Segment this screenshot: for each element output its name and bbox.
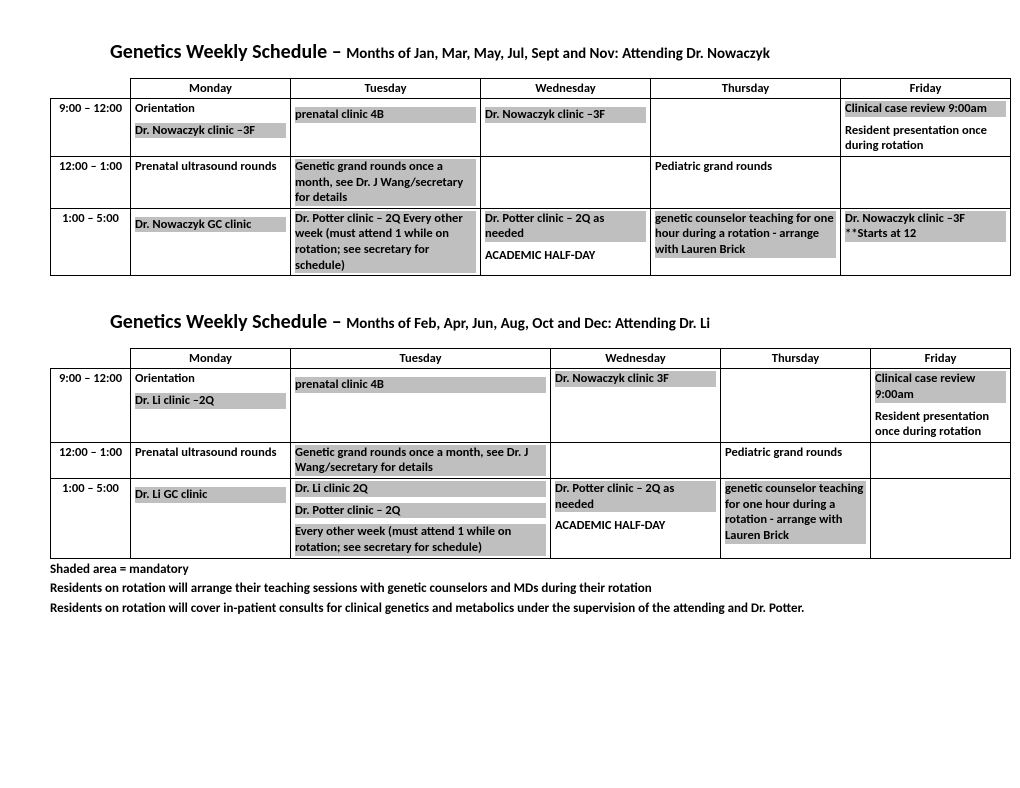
schedule-cell: Genetic grand rounds once a month, see D… bbox=[291, 442, 551, 478]
schedule-cell: Dr. Li clinic 2Q Dr. Potter clinic – 2Q Ev… bbox=[291, 479, 551, 559]
schedule-cell: Dr. Nowaczyk clinic –3F **Starts at 12 bbox=[841, 208, 1011, 276]
schedule-entry: Dr. Potter clinic – 2Q as needed bbox=[555, 481, 716, 512]
schedule2-title: Genetics Weekly Schedule – Months of Feb… bbox=[110, 310, 970, 334]
schedule-cell: prenatal clinic 4B bbox=[291, 369, 551, 443]
schedule-cell bbox=[481, 156, 651, 208]
schedule-entry: Prenatal ultrasound rounds bbox=[135, 159, 286, 175]
time-slot: 1:00 – 5:00 bbox=[51, 208, 131, 276]
schedule-entry: Genetic grand rounds once a month, see D… bbox=[295, 445, 546, 476]
schedule-entry: Dr. Nowaczyk clinic –3F bbox=[135, 123, 286, 139]
schedule-entry: Pediatric grand rounds bbox=[655, 159, 836, 175]
schedule-entry: ACADEMIC HALF-DAY bbox=[485, 248, 646, 264]
schedule-cell: Dr. Potter clinic – 2Q as needed ACADEMIC… bbox=[481, 208, 651, 276]
schedule-entry: Orientation bbox=[135, 101, 286, 117]
schedule-entry: Genetic grand rounds once a month, see D… bbox=[295, 159, 476, 206]
schedule-cell: prenatal clinic 4B bbox=[291, 99, 481, 157]
column-header: Tuesday bbox=[291, 79, 481, 99]
column-header: Thursday bbox=[651, 79, 841, 99]
schedule-cell: Dr. Potter clinic – 2Q as needed ACADEMIC… bbox=[551, 479, 721, 559]
time-slot: 12:00 – 1:00 bbox=[51, 442, 131, 478]
schedule-entry: Clinical case review 9:00am bbox=[875, 371, 1006, 402]
schedule-entry: Every other week (must attend 1 while on… bbox=[295, 524, 546, 555]
schedule-cell: Dr. Potter clinic – 2Q Every other week … bbox=[291, 208, 481, 276]
schedule-entry: Dr. Potter clinic – 2Q Every other week … bbox=[295, 211, 476, 274]
schedule-cell bbox=[651, 99, 841, 157]
schedule-entry: genetic counselor teaching for one hour … bbox=[655, 211, 836, 258]
schedule-entry: Dr. Potter clinic – 2Q as needed bbox=[485, 211, 646, 242]
schedule-cell bbox=[871, 442, 1011, 478]
column-header: Thursday bbox=[721, 349, 871, 369]
schedule1-table: MondayTuesdayWednesdayThursdayFriday 9:00… bbox=[50, 78, 1011, 276]
schedule-entry: Orientation bbox=[135, 371, 286, 387]
schedule-cell: Dr. Nowaczyk GC clinic bbox=[131, 208, 291, 276]
schedule-entry: Dr. Li clinic –2Q bbox=[135, 393, 286, 409]
time-slot: 9:00 – 12:00 bbox=[51, 99, 131, 157]
schedule-cell: Pediatric grand rounds bbox=[651, 156, 841, 208]
footnotes: Shaded area = mandatoryResidents on rota… bbox=[50, 561, 970, 618]
schedule-entry: Dr. Li GC clinic bbox=[135, 487, 286, 503]
schedule-cell: Orientation Dr. Li clinic –2Q bbox=[131, 369, 291, 443]
schedule-entry: ACADEMIC HALF-DAY bbox=[555, 518, 716, 534]
schedule-entry: Resident presentation once during rotati… bbox=[845, 123, 1006, 154]
schedule1-title-main: Genetics Weekly Schedule – bbox=[110, 40, 346, 64]
schedule2-table: MondayTuesdayWednesdayThursdayFriday 9:00… bbox=[50, 348, 1011, 558]
schedule-entry: prenatal clinic 4B bbox=[295, 107, 476, 123]
schedule-entry: Dr. Nowaczyk clinic –3F bbox=[485, 107, 646, 123]
column-header: Friday bbox=[841, 79, 1011, 99]
column-header: Wednesday bbox=[481, 79, 651, 99]
time-slot: 12:00 – 1:00 bbox=[51, 156, 131, 208]
schedule-cell: Clinical case review 9:00am Resident pres… bbox=[841, 99, 1011, 157]
schedule-cell: Pediatric grand rounds bbox=[721, 442, 871, 478]
column-header: Friday bbox=[871, 349, 1011, 369]
schedule-cell bbox=[721, 369, 871, 443]
schedule2-title-main: Genetics Weekly Schedule – bbox=[110, 310, 346, 334]
schedule-entry: Prenatal ultrasound rounds bbox=[135, 445, 286, 461]
column-header: Monday bbox=[131, 349, 291, 369]
schedule-entry: Dr. Nowaczyk clinic 3F bbox=[555, 371, 716, 387]
schedule-cell: Dr. Li GC clinic bbox=[131, 479, 291, 559]
schedule-entry: Dr. Potter clinic – 2Q bbox=[295, 503, 546, 519]
schedule2-title-sub: Months of Feb, Apr, Jun, Aug, Oct and De… bbox=[346, 315, 710, 333]
footnote-line: Residents on rotation will cover in-pati… bbox=[50, 600, 970, 618]
schedule-entry: Clinical case review 9:00am bbox=[845, 101, 1006, 117]
column-header bbox=[51, 79, 131, 99]
schedule-cell: Prenatal ultrasound rounds bbox=[131, 442, 291, 478]
schedule-cell: Dr. Nowaczyk clinic 3F bbox=[551, 369, 721, 443]
schedule-entry: Pediatric grand rounds bbox=[725, 445, 866, 461]
schedule-cell: Orientation Dr. Nowaczyk clinic –3F bbox=[131, 99, 291, 157]
schedule-cell: genetic counselor teaching for one hour … bbox=[651, 208, 841, 276]
schedule-cell bbox=[551, 442, 721, 478]
schedule1-title-sub: Months of Jan, Mar, May, Jul, Sept and N… bbox=[346, 45, 770, 63]
time-slot: 1:00 – 5:00 bbox=[51, 479, 131, 559]
column-header: Monday bbox=[131, 79, 291, 99]
schedule-entry: Dr. Li clinic 2Q bbox=[295, 481, 546, 497]
schedule-cell bbox=[841, 156, 1011, 208]
column-header: Wednesday bbox=[551, 349, 721, 369]
schedule-entry: Dr. Nowaczyk GC clinic bbox=[135, 217, 286, 233]
schedule-entry: prenatal clinic 4B bbox=[295, 377, 546, 393]
schedule-cell: Clinical case review 9:00am Resident pres… bbox=[871, 369, 1011, 443]
column-header: Tuesday bbox=[291, 349, 551, 369]
schedule-cell bbox=[871, 479, 1011, 559]
schedule1-title: Genetics Weekly Schedule – Months of Jan… bbox=[110, 40, 970, 64]
schedule-entry: Resident presentation once during rotati… bbox=[875, 409, 1006, 440]
footnote-line: Residents on rotation will arrange their… bbox=[50, 580, 970, 598]
footnote-line: Shaded area = mandatory bbox=[50, 561, 970, 579]
time-slot: 9:00 – 12:00 bbox=[51, 369, 131, 443]
schedule-entry: genetic counselor teaching for one hour … bbox=[725, 481, 866, 544]
schedule-cell: Dr. Nowaczyk clinic –3F bbox=[481, 99, 651, 157]
schedule-cell: genetic counselor teaching for one hour … bbox=[721, 479, 871, 559]
schedule-cell: Genetic grand rounds once a month, see D… bbox=[291, 156, 481, 208]
schedule-cell: Prenatal ultrasound rounds bbox=[131, 156, 291, 208]
column-header bbox=[51, 349, 131, 369]
schedule-entry: Dr. Nowaczyk clinic –3F **Starts at 12 bbox=[845, 211, 1006, 242]
